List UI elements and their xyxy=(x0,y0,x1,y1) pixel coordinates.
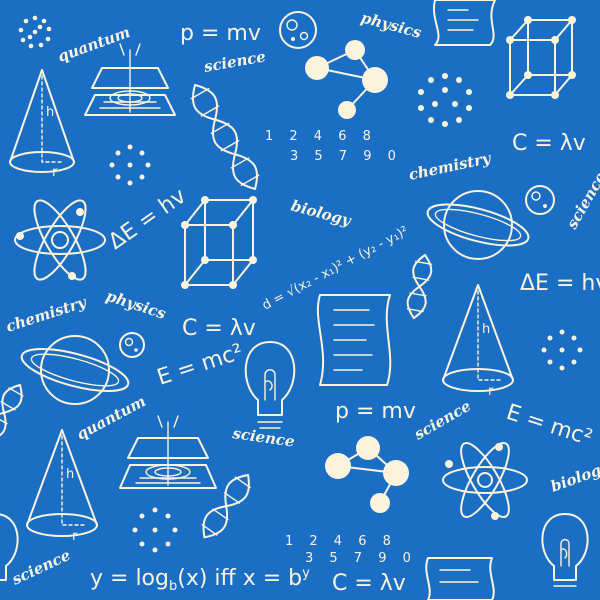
word-quantum: quantum xyxy=(55,23,132,66)
word-science: science xyxy=(231,424,295,451)
dna-helix-icon xyxy=(406,254,433,320)
dna-helix-icon xyxy=(190,84,260,190)
formula-c-lambda-v: C = λv xyxy=(512,131,586,156)
formula-p-mv: p = mv xyxy=(335,399,416,424)
planet-ring-icon xyxy=(426,190,530,260)
digits-row-2: 3 5 7 9 0 xyxy=(305,551,417,566)
light-bulb-icon xyxy=(244,341,296,429)
word-science: science xyxy=(9,546,73,589)
word-biology: biology xyxy=(289,196,354,230)
light-bulb-icon xyxy=(0,513,19,581)
formula-c-lambda-v: C = λv xyxy=(182,316,256,341)
cube-icon xyxy=(506,16,576,99)
word-physics: physics xyxy=(104,287,169,323)
scroll-icon xyxy=(425,557,495,600)
formula-p-mv: p = mv xyxy=(180,21,261,46)
field-grid-icon xyxy=(84,43,176,116)
word-chemistry: chemistry xyxy=(407,149,493,184)
word-chemistry: chemistry xyxy=(4,293,90,336)
digits-row-1: 1 2 4 6 8 xyxy=(265,129,377,144)
svg-text:r: r xyxy=(72,529,78,544)
dotted-sphere-icon xyxy=(18,15,52,49)
cone-icon: h r xyxy=(442,284,514,399)
formula-e-mc2: E = mc² xyxy=(503,400,595,451)
formula-log: y = logb(x) iff x = by xyxy=(90,566,310,594)
word-science: science xyxy=(411,397,474,444)
molecule-icon xyxy=(325,436,409,513)
dotted-sphere-icon xyxy=(418,73,472,127)
moon-icon xyxy=(525,185,555,215)
moon-icon xyxy=(119,332,145,358)
dotted-sphere-icon xyxy=(132,507,178,553)
moon-icon xyxy=(279,11,317,49)
cone-icon: h r xyxy=(9,69,75,180)
formula-c-lambda-v: C = λv xyxy=(332,571,406,596)
svg-text:h: h xyxy=(482,322,490,337)
digits-row-2: 3 5 7 9 0 xyxy=(290,149,402,164)
cone-icon: h r xyxy=(26,429,98,544)
dotted-sphere-icon xyxy=(109,144,151,186)
svg-text:h: h xyxy=(46,105,54,120)
word-quantum: quantum xyxy=(73,392,148,443)
molecule-icon xyxy=(305,40,388,119)
scroll-icon xyxy=(316,294,392,386)
light-bulb-icon xyxy=(541,513,589,587)
svg-text:r: r xyxy=(52,165,58,180)
scroll-icon xyxy=(432,0,496,46)
dna-helix-icon xyxy=(0,384,24,470)
dna-helix-icon xyxy=(201,474,251,539)
dotted-sphere-icon xyxy=(541,329,583,371)
planet-ring-icon xyxy=(20,335,130,405)
formula-delta-e: ΔE = hv xyxy=(520,271,600,296)
svg-text:h: h xyxy=(66,467,74,482)
word-physics: physics xyxy=(359,8,424,42)
formula-e-mc2: E = mc² xyxy=(154,340,246,391)
svg-text:r: r xyxy=(488,384,494,399)
word-biology: biology xyxy=(548,458,600,496)
atom-icon xyxy=(442,442,528,520)
word-science: science xyxy=(203,47,268,76)
atom-icon xyxy=(14,199,106,281)
formula-delta-e: ΔE = hv xyxy=(104,184,191,255)
field-grid-icon xyxy=(119,415,217,489)
digits-row-1: 1 2 4 6 8 xyxy=(285,534,397,549)
word-science: science xyxy=(563,169,600,232)
cube-icon xyxy=(181,196,257,289)
